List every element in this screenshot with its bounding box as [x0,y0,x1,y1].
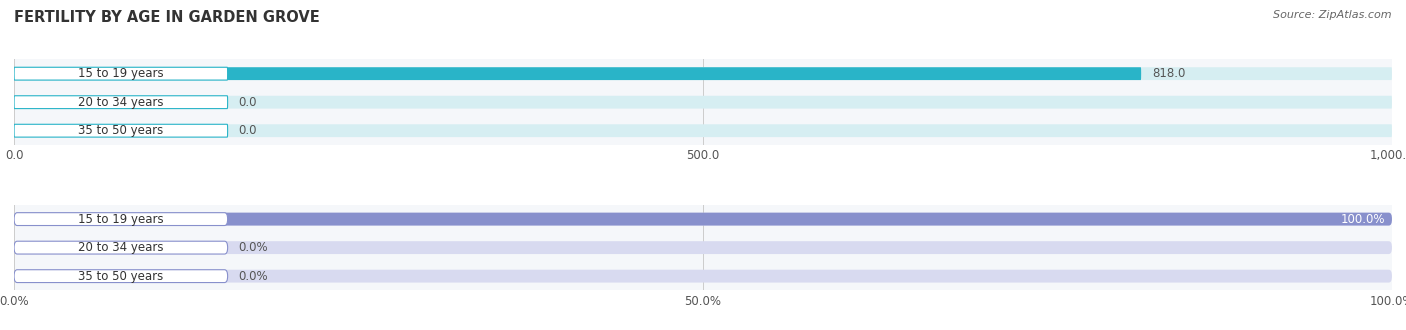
FancyBboxPatch shape [14,96,228,109]
Text: Source: ZipAtlas.com: Source: ZipAtlas.com [1274,10,1392,20]
FancyBboxPatch shape [14,67,1142,80]
Text: 100.0%: 100.0% [1340,213,1385,226]
Text: 0.0: 0.0 [239,124,257,137]
Text: 35 to 50 years: 35 to 50 years [79,270,163,282]
Text: 20 to 34 years: 20 to 34 years [79,241,163,254]
FancyBboxPatch shape [14,124,1392,137]
Text: FERTILITY BY AGE IN GARDEN GROVE: FERTILITY BY AGE IN GARDEN GROVE [14,10,319,25]
FancyBboxPatch shape [14,270,228,282]
FancyBboxPatch shape [14,96,1392,109]
Text: 818.0: 818.0 [1152,67,1185,80]
Text: 0.0: 0.0 [239,96,257,109]
FancyBboxPatch shape [14,67,228,80]
FancyBboxPatch shape [14,124,228,137]
Text: 0.0%: 0.0% [239,241,269,254]
FancyBboxPatch shape [14,241,228,254]
Text: 15 to 19 years: 15 to 19 years [79,67,163,80]
FancyBboxPatch shape [14,213,228,225]
Text: 35 to 50 years: 35 to 50 years [79,124,163,137]
FancyBboxPatch shape [14,213,1392,225]
FancyBboxPatch shape [14,241,1392,254]
FancyBboxPatch shape [14,213,1392,225]
Text: 20 to 34 years: 20 to 34 years [79,96,163,109]
Text: 0.0%: 0.0% [239,270,269,282]
FancyBboxPatch shape [14,67,1392,80]
FancyBboxPatch shape [14,270,1392,282]
Text: 15 to 19 years: 15 to 19 years [79,213,163,226]
